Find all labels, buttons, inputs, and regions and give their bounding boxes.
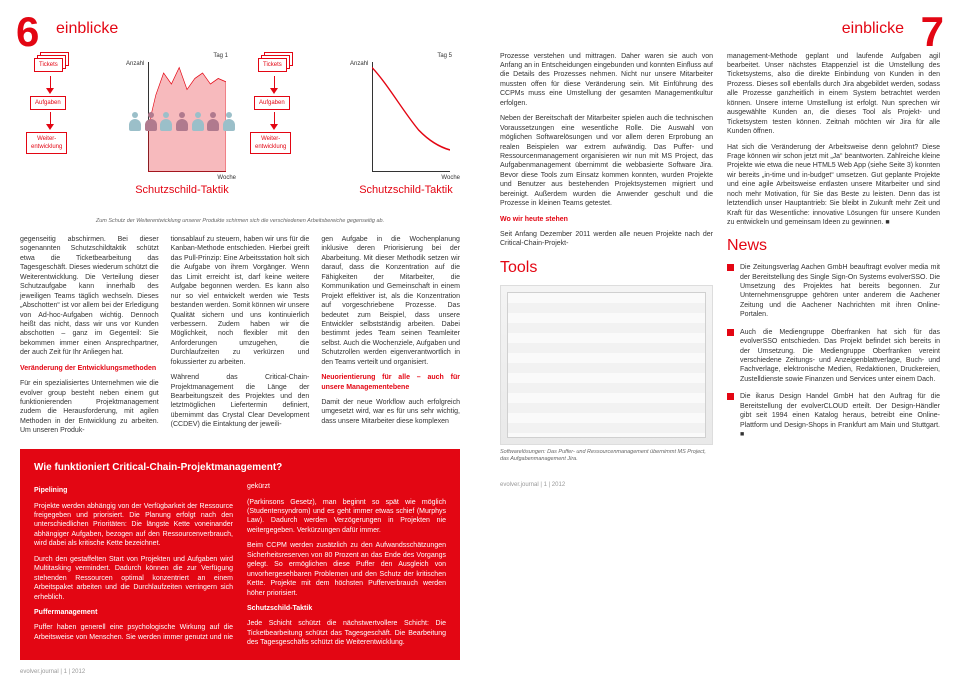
right-col-2: management-Methode geplant und laufende … bbox=[727, 52, 940, 474]
taktik-label-2: Schutzschild-Taktik bbox=[352, 183, 460, 198]
news-bullet-icon bbox=[727, 329, 734, 336]
axis-x-label-1: Woche bbox=[217, 174, 236, 182]
flow-boxes-2: Tickets Tickets Tickets Aufgaben Weiter-… bbox=[244, 52, 344, 212]
page-number-right: 7 bbox=[921, 4, 944, 61]
red-title: Wie funktioniert Critical-Chain-Projektm… bbox=[34, 461, 446, 475]
footer-right: evolver.journal | 1 | 2012 bbox=[500, 481, 940, 489]
red-sub-3: Schutzschild-Taktik bbox=[247, 604, 446, 613]
news-text-1: Die Zeitungsverlag Aachen GmbH beauftrag… bbox=[740, 263, 940, 320]
axis-y-label-2: Anzahl bbox=[350, 60, 368, 68]
flow-boxes-1: Tickets Tickets Tickets Aufgaben Weiter-… bbox=[20, 52, 120, 212]
red-p2: Durch den gestaffelten Start von Projekt… bbox=[34, 555, 233, 602]
page-right: 7 einblicke Prozesse verstehen und mittr… bbox=[480, 0, 960, 688]
right-col-1: Prozesse verstehen und mittragen. Daher … bbox=[500, 52, 713, 474]
diagram-caption: Zum Schutz der Weiterentwicklung unserer… bbox=[20, 218, 460, 225]
chart5-svg bbox=[372, 62, 450, 172]
chart-tag5: Tag 5 Anzahl Woche Schutzschild-Taktik bbox=[352, 52, 460, 212]
right-p2: Neben der Bereitschaft der Mitarbeiter s… bbox=[500, 114, 713, 208]
right-sub1: Wo wir heute stehen bbox=[500, 215, 713, 224]
weiter-box-2: Weiter- entwicklung bbox=[250, 132, 291, 154]
tools-caption: Softwarelösungen: Das Puffer- und Ressou… bbox=[500, 449, 713, 464]
aufgaben-box-1: Aufgaben bbox=[30, 96, 66, 110]
people-row bbox=[128, 112, 236, 132]
axis-x-label-2: Woche bbox=[441, 174, 460, 182]
red-p6: Jede Schicht schützt die nächstwertvolle… bbox=[247, 619, 446, 647]
right-p1: Prozesse verstehen und mittragen. Daher … bbox=[500, 52, 713, 109]
red-panel: Wie funktioniert Critical-Chain-Projektm… bbox=[20, 449, 460, 660]
chart1-title: Tag 1 bbox=[213, 52, 228, 60]
news-item-3: Die ikarus Design Handel GmbH hat den Au… bbox=[727, 392, 940, 439]
red-sub-2: Puffermanagement bbox=[34, 608, 233, 617]
tools-screenshot bbox=[500, 285, 713, 445]
body-p3: tionsablauf zu steuern, haben wir uns fü… bbox=[171, 235, 310, 367]
news-header: News bbox=[727, 235, 940, 257]
section-title-right: einblicke bbox=[500, 18, 904, 40]
page-left: 6 einblicke Tickets Tickets Tickets Aufg… bbox=[0, 0, 480, 688]
body-p6: Damit der neue Workflow auch erfolgreich… bbox=[321, 398, 460, 426]
body-p1: gegenseitig abschirmen. Bei dieser sogen… bbox=[20, 235, 159, 358]
footer-left: evolver.journal | 1 | 2012 bbox=[20, 668, 460, 676]
red-p4: (Parkinsons Gesetz), man beginnt so spät… bbox=[247, 498, 446, 536]
red-sub-1: Pipelining bbox=[34, 486, 233, 495]
news-bullet-icon bbox=[727, 264, 734, 271]
news-text-3: Die ikarus Design Handel GmbH hat den Au… bbox=[740, 392, 940, 439]
axis-y-label-1: Anzahl bbox=[126, 60, 144, 68]
chart-tag1: Tag 1 Anzahl Woche bbox=[128, 52, 236, 212]
diagram-tag1: Tickets Tickets Tickets Aufgaben Weiter-… bbox=[20, 52, 460, 212]
aufgaben-box-2: Aufgaben bbox=[254, 96, 290, 110]
tickets-box-1: Tickets bbox=[34, 58, 63, 72]
red-p5: Beim CCPM werden zusätzlich zu den Aufwa… bbox=[247, 541, 446, 598]
taktik-label-1: Schutzschild-Taktik bbox=[128, 183, 236, 198]
news-item-1: Die Zeitungsverlag Aachen GmbH beauftrag… bbox=[727, 263, 940, 320]
red-p1: Projekte werden abhängig von der Verfügb… bbox=[34, 502, 233, 549]
news-item-2: Auch die Mediengruppe Oberfranken hat si… bbox=[727, 328, 940, 385]
chart5-title: Tag 5 bbox=[437, 52, 452, 60]
subhead-2: Neuorientierung für alle – auch für unse… bbox=[321, 373, 460, 392]
news-bullet-icon bbox=[727, 393, 734, 400]
right-p5: Hat sich die Veränderung der Arbeitsweis… bbox=[727, 143, 940, 228]
body-p5: gen Aufgabe in die Wochenplanung inklusi… bbox=[321, 235, 460, 367]
weiter-box-1: Weiter- entwicklung bbox=[26, 132, 67, 154]
subhead-1: Veränderung der Entwicklungsmethoden bbox=[20, 364, 159, 373]
tickets-box-4: Tickets bbox=[258, 58, 287, 72]
body-p2: Für ein spezialisiertes Unternehmen wie … bbox=[20, 379, 159, 436]
tools-header: Tools bbox=[500, 257, 713, 279]
section-title-left: einblicke bbox=[56, 18, 460, 40]
right-p3: Seit Anfang Dezember 2011 werden alle ne… bbox=[500, 230, 713, 249]
body-text-left: gegenseitig abschirmen. Bei dieser sogen… bbox=[20, 235, 460, 437]
body-p4: Während das Critical-Chain-Projektmanage… bbox=[171, 373, 310, 430]
right-p4: management-Methode geplant und laufende … bbox=[727, 52, 940, 137]
news-text-2: Auch die Mediengruppe Oberfranken hat si… bbox=[740, 328, 940, 385]
